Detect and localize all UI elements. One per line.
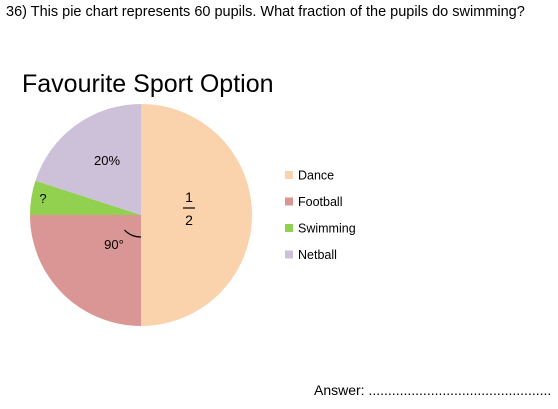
fraction-denominator: 2 <box>185 212 193 228</box>
legend-swatch-football <box>285 197 293 206</box>
answer-line: Answer: ................................… <box>314 382 551 398</box>
legend-swatch-dance <box>285 171 293 179</box>
pie-slice-football <box>30 215 141 326</box>
slice-label-football: 90° <box>104 237 124 252</box>
legend-label-dance: Dance <box>298 169 334 183</box>
answer-label: Answer: <box>314 382 365 398</box>
legend-swatch-swimming <box>285 224 293 232</box>
pie-slice-dance <box>141 104 252 326</box>
pie-slice-swimming <box>30 180 141 215</box>
legend-swatch-netball <box>285 250 293 259</box>
legend-label-netball: Netball <box>298 248 337 262</box>
fraction-numerator: 1 <box>185 189 193 205</box>
chart-title: Favourite Sport Option <box>22 70 274 98</box>
question-text: 36) This pie chart represents 60 pupils.… <box>6 4 525 20</box>
slice-label-swimming: ? <box>39 191 46 206</box>
legend-label-football: Football <box>298 195 342 209</box>
right-angle-arc <box>124 229 142 238</box>
answer-blank[interactable]: ........................................… <box>368 382 552 398</box>
pie-slice-netball <box>35 104 141 215</box>
legend: Dance Football Swimming Netball <box>285 169 356 262</box>
pie-slices <box>30 104 252 326</box>
slice-label-netball: 20% <box>94 153 120 168</box>
legend-label-swimming: Swimming <box>298 222 356 236</box>
